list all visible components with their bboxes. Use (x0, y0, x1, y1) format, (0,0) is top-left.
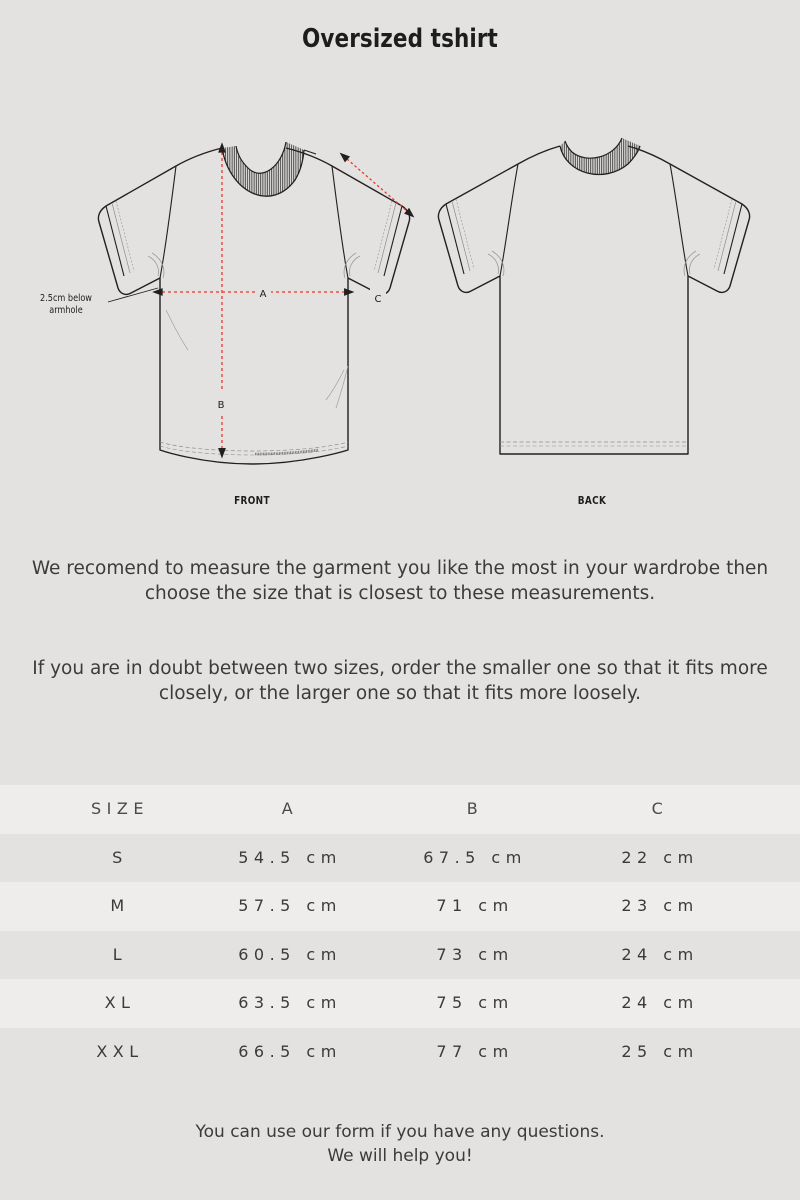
table-row: XXL 66.5 cm 77 cm 25 cm (0, 1027, 800, 1076)
cell-size: L (112, 944, 128, 964)
table-row: M 57.5 cm 71 cm 23 cm (0, 882, 800, 931)
cell-c: 22 cm (621, 847, 699, 867)
cell-a: 66.5 cm (238, 1041, 342, 1061)
measurement-lines: A B C (152, 142, 415, 459)
column-header-b: B (466, 799, 484, 818)
column-header-size: SIZE (91, 799, 149, 818)
cell-a: 54.5 cm (238, 847, 342, 867)
size-chart-table: SIZE A B C S 54.5 cm 67.5 cm 22 cm M 57.… (0, 785, 800, 1076)
tshirt-front-view (97, 141, 411, 465)
column-header-a: A (281, 799, 299, 818)
tshirt-technical-drawing: A B C (97, 137, 751, 465)
back-view-caption: BACK (577, 494, 607, 507)
intro-paragraph-2: If you are in doubt between two sizes, o… (32, 658, 768, 704)
footer-note: You can use our form if you have any que… (0, 1120, 800, 1168)
cell-size: XL (104, 993, 136, 1012)
callout-leader-line (107, 287, 159, 303)
cell-a: 63.5 cm (238, 993, 342, 1012)
page-title: Oversized tshirt (302, 24, 498, 54)
cell-size: XXL (96, 1041, 144, 1061)
cell-c: 24 cm (621, 993, 699, 1012)
cell-c: 24 cm (621, 944, 699, 964)
cell-b: 73 cm (436, 944, 514, 964)
cell-c: 25 cm (621, 1041, 699, 1061)
cell-size: M (110, 896, 130, 915)
footer-line-2: We will help you! (327, 1146, 473, 1166)
garment-diagram: A B C 2.5cm below armhole FRONT BACK (0, 120, 800, 520)
cell-a: 60.5 cm (238, 944, 342, 964)
cell-a: 57.5 cm (238, 896, 342, 915)
table-row: XL 63.5 cm 75 cm 24 cm (0, 979, 800, 1028)
measure-line-c (339, 152, 415, 218)
cell-b: 67.5 cm (423, 847, 527, 867)
front-view-caption: FRONT (234, 494, 270, 507)
table-row: S 54.5 cm 67.5 cm 22 cm (0, 833, 800, 882)
footer-line-1: You can use our form if you have any que… (195, 1122, 605, 1142)
armhole-callout-line2: armhole (49, 304, 83, 316)
column-header-c: C (651, 799, 669, 818)
table-header-row: SIZE A B C (0, 785, 800, 834)
table-row: L 60.5 cm 73 cm 24 cm (0, 930, 800, 979)
cell-b: 77 cm (436, 1041, 514, 1061)
measure-label-c: C (375, 294, 382, 305)
armhole-callout-line1: 2.5cm below (40, 293, 92, 304)
tshirt-back-view (437, 137, 751, 455)
intro-paragraph-1: We recomend to measure the garment you l… (31, 558, 769, 604)
measure-label-b: B (218, 400, 225, 411)
cell-c: 23 cm (621, 896, 699, 915)
cell-size: S (112, 847, 128, 867)
armhole-callout: 2.5cm below armhole (20, 293, 111, 316)
measure-label-a: A (260, 289, 267, 300)
cell-b: 71 cm (436, 896, 514, 915)
cell-b: 75 cm (436, 993, 514, 1012)
